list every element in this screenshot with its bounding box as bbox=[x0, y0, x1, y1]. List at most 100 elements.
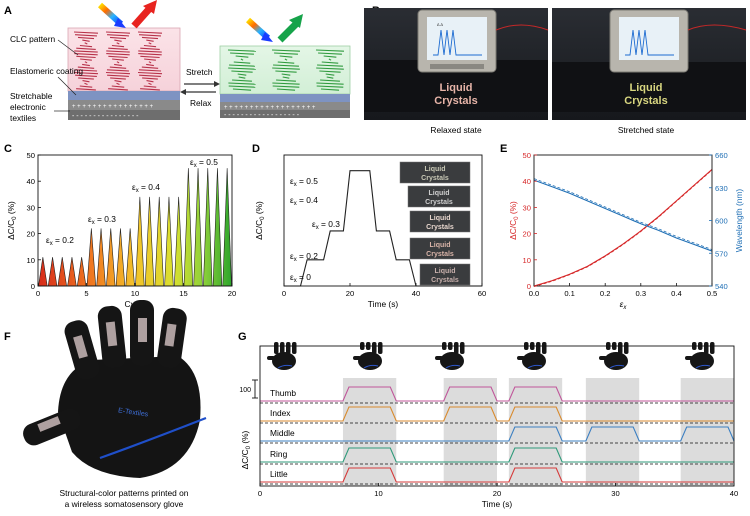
helix-rod-stretched bbox=[279, 55, 293, 58]
hand-icon-finger bbox=[542, 342, 547, 354]
panel-letter-d: D bbox=[252, 143, 260, 155]
hand-icon-finger bbox=[292, 342, 297, 354]
helix-rod-stretched bbox=[240, 58, 244, 61]
chart-g-finger-label: Index bbox=[270, 408, 291, 418]
helix-rod-stretched bbox=[228, 82, 256, 85]
helix-rod-relaxed bbox=[79, 85, 93, 88]
helix-rod-relaxed bbox=[106, 53, 130, 56]
hand-icon-palm-4 bbox=[522, 352, 546, 370]
chart-e-fit-left bbox=[533, 169, 713, 287]
helix-rod-relaxed bbox=[76, 47, 96, 50]
panel-letter-f: F bbox=[4, 331, 11, 343]
chart-d-inset-3 bbox=[409, 210, 471, 233]
chart-c-ytick-label: 0 bbox=[31, 282, 35, 291]
helix-rod-relaxed bbox=[82, 63, 90, 67]
label-stretch: Stretch bbox=[186, 67, 213, 77]
chart-c-annotation: εx = 0.4 bbox=[132, 182, 160, 194]
panel-b: B ∆ ∆ Liquid Crystals Liquid Crystals Re… bbox=[364, 5, 747, 135]
helix-rod-relaxed bbox=[75, 34, 97, 37]
reflected-red-arrow bbox=[131, 5, 153, 29]
helix-rod-relaxed bbox=[148, 82, 152, 86]
chart-d-inset-text: Crystals bbox=[426, 224, 454, 231]
hand-icon-wire bbox=[609, 364, 625, 369]
helix-rod-stretched bbox=[316, 85, 344, 88]
reflected-red-head bbox=[143, 0, 157, 14]
helix-rod-relaxed bbox=[116, 82, 120, 86]
helix-rod-relaxed bbox=[139, 34, 161, 37]
helix-rod-relaxed bbox=[77, 36, 95, 40]
hand-icon-wire bbox=[695, 364, 711, 369]
helix-rod-relaxed bbox=[108, 47, 128, 50]
chart-d-annotation: εx = 0.5 bbox=[290, 176, 318, 188]
chart-g-xtick-label: 10 bbox=[374, 489, 382, 498]
helix-rod-stretched bbox=[284, 58, 288, 61]
helix-rod-stretched bbox=[232, 79, 252, 82]
textile-plus-signs: + + + + + + + + + + + + + + + + bbox=[72, 104, 154, 110]
photo-text-stretched: Liquid bbox=[630, 82, 663, 94]
chart-d-inset-5 bbox=[419, 263, 471, 286]
helix-rod-relaxed bbox=[146, 39, 154, 42]
chart-g-finger-label: Thumb bbox=[270, 388, 296, 398]
chart-e-xlabel: εx bbox=[620, 299, 628, 311]
incident-arrow-head-left bbox=[114, 18, 126, 28]
panel-letter-g: G bbox=[238, 331, 247, 343]
helix-rod-relaxed bbox=[106, 69, 130, 72]
helix-rod-relaxed bbox=[76, 55, 96, 59]
helix-rod-relaxed bbox=[84, 82, 88, 86]
helix-rod-relaxed bbox=[110, 77, 126, 80]
helix-rod-stretched bbox=[235, 55, 249, 58]
chart-d-line bbox=[284, 170, 482, 287]
chart-g-finger-label: Little bbox=[270, 469, 288, 479]
chart-g-active-window-5 bbox=[680, 378, 734, 486]
helix-rod-stretched bbox=[271, 49, 301, 52]
chart-d-xtick-label: 40 bbox=[412, 289, 420, 298]
hand-icon-finger bbox=[286, 342, 291, 354]
helix-rod-relaxed bbox=[82, 80, 90, 83]
hand-icon-finger bbox=[618, 342, 623, 354]
helix-rod-stretched bbox=[229, 64, 255, 67]
helix-rod-relaxed bbox=[108, 55, 128, 59]
hand-icon-palm-6 bbox=[690, 352, 714, 370]
chart-d-inset-1 bbox=[399, 161, 471, 184]
coating-layer-stretched bbox=[220, 94, 350, 102]
hand-icon-thumb bbox=[435, 356, 443, 360]
helix-rod-stretched bbox=[321, 61, 339, 64]
caption-stretched: Stretched state bbox=[618, 125, 675, 135]
gesture-hand-icons bbox=[267, 342, 715, 370]
helix-rod-stretched bbox=[316, 82, 344, 85]
helix-rod-relaxed bbox=[105, 31, 131, 34]
chart-c-annotation: εx = 0.2 bbox=[46, 235, 74, 247]
helix-rod-stretched bbox=[328, 58, 332, 61]
hand-icon-thumb bbox=[685, 356, 693, 360]
helix-rod-relaxed bbox=[138, 69, 162, 72]
helix-rod-stretched bbox=[231, 70, 253, 73]
textile-layer-top bbox=[68, 100, 180, 110]
chart-d-annotation: εx = 0 bbox=[290, 272, 311, 284]
chart-g-ylabel: ΔC/C0 (%) bbox=[240, 430, 252, 469]
chart-e-series-right bbox=[533, 179, 713, 252]
helix-rod-stretched bbox=[272, 67, 300, 70]
helix-rod-relaxed bbox=[76, 88, 96, 91]
helix-rod-stretched bbox=[315, 49, 345, 52]
chart-d-annotation: εx = 0.2 bbox=[290, 251, 318, 263]
helix-rod-stretched bbox=[233, 61, 251, 64]
helix-rod-relaxed bbox=[107, 34, 129, 37]
chart-e-xtick-label: 0.4 bbox=[671, 289, 682, 298]
chart-d-frame bbox=[283, 154, 483, 287]
chart-c-xtick-label: 0 bbox=[36, 289, 40, 298]
chart-g-active-window-1 bbox=[342, 378, 397, 486]
hand-icon-finger bbox=[460, 342, 465, 354]
chart-g-series-index bbox=[260, 406, 734, 422]
chart-d-inset-text: Crystals bbox=[426, 251, 454, 258]
hand-icon-finger bbox=[372, 342, 377, 354]
helix-rod-relaxed bbox=[79, 44, 93, 48]
helix-rod-stretched bbox=[318, 52, 342, 55]
chart-e-ytick-label: 10 bbox=[523, 256, 531, 265]
helix-rod-stretched bbox=[320, 88, 340, 91]
hand-icon-finger bbox=[280, 342, 285, 354]
helix-rod-relaxed bbox=[73, 71, 99, 75]
chart-d-inset-4 bbox=[409, 237, 471, 260]
chart-e-ytick-right-label: 630 bbox=[715, 184, 728, 193]
chart-e-series-left bbox=[533, 168, 713, 287]
hand-icon-wire bbox=[445, 364, 461, 369]
